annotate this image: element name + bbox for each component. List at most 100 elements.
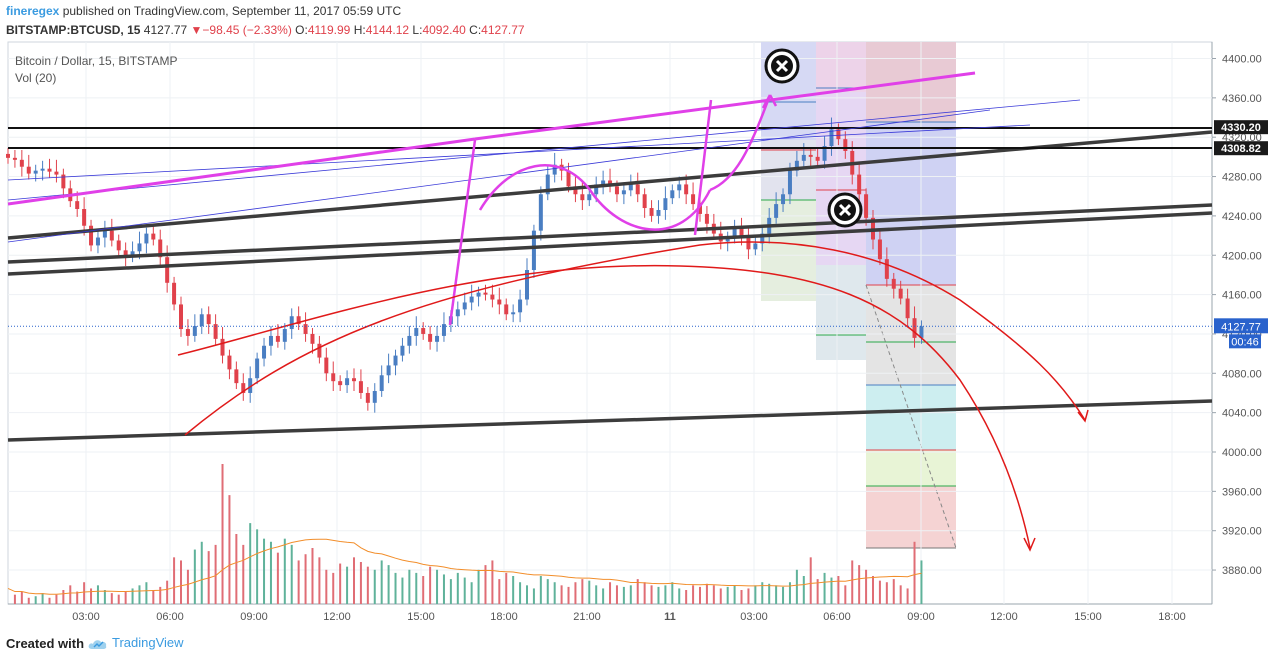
volume-bar	[816, 579, 819, 604]
volume-bar	[477, 569, 480, 604]
volume-bar	[491, 560, 494, 604]
candle	[317, 335, 322, 364]
volume-bar	[761, 582, 764, 604]
candle	[192, 314, 197, 342]
candle	[628, 174, 633, 197]
volume-bar	[304, 554, 307, 604]
volume-bar	[920, 560, 923, 604]
candle-body	[137, 243, 142, 252]
volume-bar	[152, 590, 155, 604]
candle-body	[75, 201, 80, 210]
published-text: published on TradingView.com, September …	[62, 4, 402, 18]
candle-body	[220, 338, 225, 356]
volume-bar	[263, 538, 266, 604]
candle-body	[698, 204, 702, 214]
candle-body	[525, 270, 529, 300]
candle	[158, 229, 163, 266]
volume-bar	[228, 495, 231, 604]
volume-bar	[837, 576, 840, 604]
volume-bar	[678, 588, 681, 604]
candle-body	[483, 292, 488, 295]
volume-bar	[512, 576, 515, 604]
projection-box-7	[866, 285, 956, 385]
candle-body	[656, 209, 661, 216]
volume-bar	[615, 585, 618, 604]
candle	[455, 301, 460, 327]
candle-body	[165, 257, 170, 283]
candle-body	[255, 358, 260, 379]
candle-body	[123, 250, 128, 257]
projection-box-10	[866, 486, 956, 548]
candle-body	[282, 329, 287, 342]
volume-bar	[394, 572, 397, 604]
candle	[691, 182, 696, 210]
candle	[372, 383, 377, 413]
candle-body	[407, 335, 412, 346]
volume-bar	[775, 585, 778, 604]
volume-bar	[519, 582, 522, 604]
volume-bar	[96, 585, 99, 604]
y-tick-label: 4280.00	[1222, 172, 1262, 184]
trend-line	[7, 203, 1213, 264]
volume-bar	[138, 585, 141, 604]
x-tick-label: 11	[664, 611, 676, 623]
volume-bar	[373, 569, 376, 604]
volume-bar	[318, 557, 321, 604]
candle	[843, 131, 848, 159]
candle-body	[47, 168, 52, 172]
candle	[338, 375, 343, 392]
tradingview-logo[interactable]: TradingView	[88, 635, 184, 650]
candle-body	[12, 157, 17, 160]
change-label: −98.45 (−2.33%)	[202, 23, 292, 37]
author-link[interactable]: fineregex	[6, 4, 60, 18]
candle	[725, 231, 730, 252]
volume-bar	[892, 579, 895, 604]
volume-bar	[747, 588, 750, 604]
volume-bar	[325, 569, 328, 604]
volume-bar	[629, 585, 632, 604]
candle	[642, 188, 647, 218]
candle-body	[227, 355, 232, 370]
candle-body	[891, 278, 896, 289]
candle	[829, 117, 834, 156]
candle	[877, 229, 882, 266]
candle-body	[352, 378, 356, 382]
candle-body	[234, 369, 239, 384]
volume-bar	[505, 572, 508, 604]
volume-bar	[802, 576, 805, 604]
candle-body	[379, 375, 384, 392]
candle-body	[704, 213, 709, 224]
candle	[61, 168, 66, 199]
candle	[393, 349, 398, 376]
candle	[407, 326, 412, 354]
candle-body	[455, 309, 460, 317]
candle	[421, 322, 426, 340]
volume-bar	[795, 569, 798, 604]
candle	[282, 323, 287, 350]
candle-body	[365, 392, 370, 403]
candle-body	[497, 299, 502, 305]
volume-bar	[657, 586, 660, 604]
volume-bar	[740, 590, 743, 604]
volume-bar	[788, 582, 791, 604]
candle-body	[504, 304, 509, 315]
volume-bar	[470, 582, 473, 604]
candle	[518, 289, 523, 323]
volume-bar	[498, 579, 501, 604]
y-tick-label: 4080.00	[1222, 368, 1262, 380]
candle-body	[815, 156, 820, 161]
candle	[656, 200, 661, 224]
candle-body	[172, 282, 177, 305]
price-chart[interactable]: 4400.004360.004320.004280.004240.004200.…	[0, 40, 1271, 629]
volume-bar	[387, 565, 390, 604]
volume-bar	[359, 562, 362, 604]
candle-body	[545, 174, 550, 195]
y-tick-label: 3920.00	[1222, 526, 1262, 538]
candle-body	[435, 335, 440, 342]
candle	[912, 306, 917, 348]
volume-bar	[539, 576, 542, 604]
volume-bar	[581, 579, 584, 604]
candle-body	[428, 333, 433, 342]
candle	[601, 170, 606, 195]
countdown-tag	[1229, 334, 1261, 349]
